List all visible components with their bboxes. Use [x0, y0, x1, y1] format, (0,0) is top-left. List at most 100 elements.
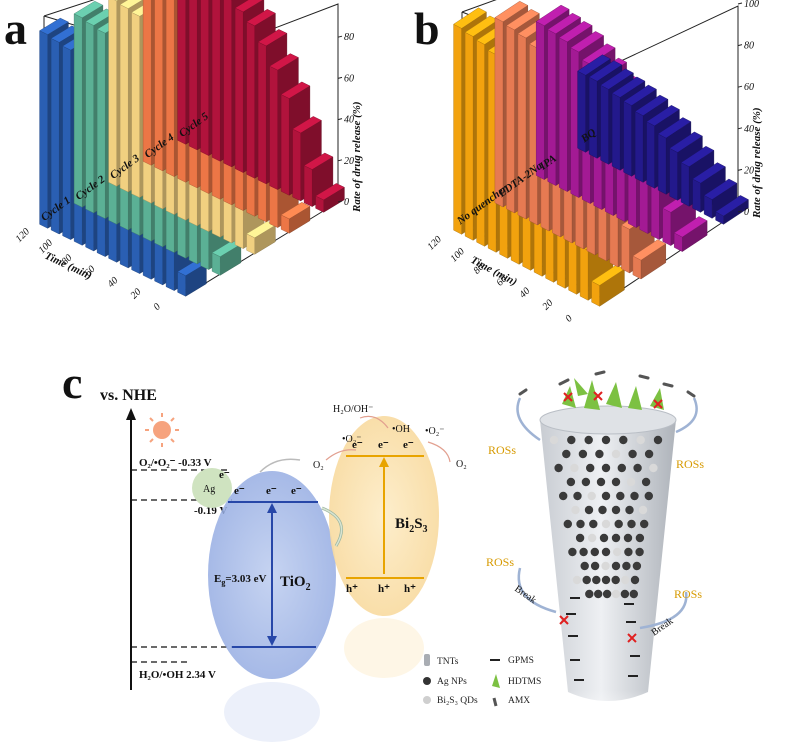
bar-0-0-0: [177, 258, 207, 297]
bi2s3-qd: [601, 519, 611, 529]
z-tick: 100: [744, 0, 759, 10]
ros-label-4: ROSs: [674, 587, 702, 601]
bi2s3-qd: [587, 533, 597, 543]
ag-np: [576, 519, 585, 529]
ag-np: [633, 463, 642, 473]
ag-np: [611, 477, 621, 487]
bar-0-4-1: [303, 152, 334, 207]
h2o-level-label: H₂O/•OH 2.34 V: [139, 669, 216, 681]
ag-np: [582, 575, 591, 585]
ros-label-3: ROSs: [486, 555, 514, 569]
z-tick: 60: [344, 73, 354, 84]
svg-text:h⁺: h⁺: [346, 583, 358, 595]
bi2s3-qd: [549, 435, 559, 445]
z-tick: 0: [744, 207, 749, 218]
bi2s3-qd: [613, 547, 622, 557]
ag-np: [644, 491, 653, 501]
bi2s3-qd: [636, 435, 645, 445]
ag-np: [586, 463, 595, 473]
ag-np: [625, 505, 634, 515]
svg-text:e⁻: e⁻: [234, 485, 245, 497]
ros-label-1: ROSs: [488, 443, 516, 457]
ag-np: [595, 449, 604, 459]
svg-text:e⁻: e⁻: [266, 485, 277, 497]
nanotube-particles: [549, 435, 663, 599]
ag-np: [579, 547, 588, 557]
bi2s3-qd: [601, 561, 610, 571]
panel-c-letter: c: [62, 357, 82, 408]
bi2s3-qd: [611, 449, 621, 459]
ag-np: [628, 449, 637, 459]
bi2s3-qd: [611, 589, 621, 599]
time-tick: 40: [106, 275, 121, 290]
ag-np: [575, 533, 585, 543]
bar-0-4-0: [315, 183, 345, 213]
ag-np: [590, 547, 599, 557]
ag-np: [567, 435, 576, 445]
legend-ag-nps: Ag NPs: [437, 677, 467, 687]
legend-gpms: GPMS: [508, 656, 534, 666]
bar-0-1-0: [211, 239, 242, 276]
ag-np: [573, 491, 582, 501]
time-tick: 120: [14, 226, 32, 244]
svg-text:e⁻: e⁻: [219, 469, 230, 481]
svg-text:O₂: O₂: [456, 459, 467, 470]
bar-0-2-0: [246, 220, 276, 255]
ag-np: [616, 491, 625, 501]
o2-level-label: O₂/•O₂⁻ -0.33 V: [139, 457, 212, 469]
z-tick: 80: [344, 32, 354, 43]
svg-text:e⁻: e⁻: [403, 439, 414, 451]
energy-axis: [126, 408, 136, 690]
svg-text:e⁻: e⁻: [378, 439, 389, 451]
panel-a-letter: a: [4, 3, 27, 54]
ag-np: [562, 449, 571, 459]
time-tick: 100: [449, 246, 467, 264]
amx-molecules: [518, 370, 696, 398]
z-tick: 20: [344, 156, 354, 167]
ag-np: [596, 477, 606, 487]
ag-np: [630, 491, 639, 501]
ag-np: [623, 533, 633, 543]
ag-np: [640, 519, 649, 529]
ros-arrows: [516, 397, 698, 630]
ag-np: [630, 575, 640, 585]
ag-arrow: [259, 458, 301, 473]
ag-np: [644, 449, 654, 459]
bar-1-2-0: [673, 216, 708, 252]
svg-text:h⁺: h⁺: [378, 583, 390, 595]
ag-np: [619, 435, 628, 445]
ag-level-label: -0.19 V: [194, 505, 227, 517]
legend-tnts: TNTs: [437, 657, 459, 667]
bi2s3-qd: [572, 575, 582, 585]
panel-b-letter: b: [414, 3, 440, 54]
ag-np: [563, 519, 572, 529]
bi2s3-qd: [626, 477, 636, 487]
ag-np: [653, 435, 663, 445]
ag-np: [585, 589, 594, 599]
ag-np: [592, 575, 601, 585]
panel-b-zlabel: Rate of drug release (%): [751, 107, 763, 219]
svg-text:•OH: •OH: [392, 424, 410, 435]
time-tick: 0: [564, 313, 575, 324]
svg-text:O₂: O₂: [313, 460, 324, 471]
ag-np: [568, 547, 577, 557]
hdtms-chains: [562, 378, 664, 410]
tio2-reflection: [224, 682, 320, 742]
bi2s3-qd: [621, 575, 630, 585]
ag-np: [566, 477, 576, 487]
panel-a-zlabel: Rate of drug release (%): [351, 101, 363, 213]
radical-labels: H₂O/OH⁻ •OH •O₂⁻ O₂ •O₂⁻ O₂: [313, 404, 467, 471]
nanotube-illustration: [518, 370, 696, 740]
bar-1-3-0: [715, 195, 749, 225]
ag-np: [584, 505, 594, 515]
amx-legend-icon: [492, 697, 498, 707]
time-tick: 20: [129, 287, 144, 302]
ag-particle: [192, 468, 232, 508]
z-tick: 20: [744, 165, 754, 176]
bar-1-3-1: [703, 178, 738, 219]
tio2-label: TiO2: [280, 574, 311, 593]
bar-0-3-0: [280, 202, 311, 234]
